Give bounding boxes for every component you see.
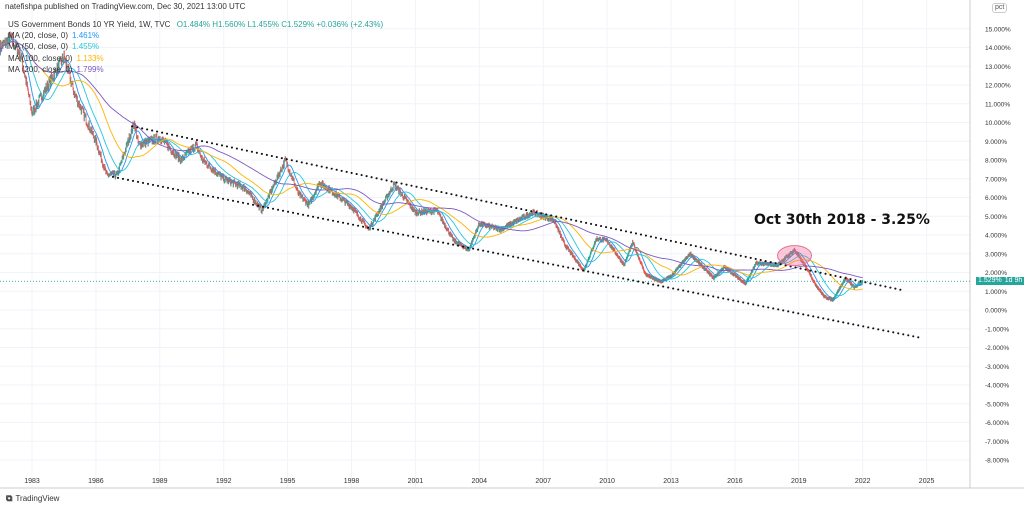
ma-200-value: 1.799% (76, 64, 104, 74)
y-tick-label: -2.000% (985, 345, 1009, 352)
ma-200-label: MA (200, close, 0) (8, 64, 73, 74)
y-tick-label: 11.000% (985, 101, 1010, 108)
trendline-lower (111, 175, 924, 340)
ohlc-low: L1.455% (247, 20, 280, 29)
legend: US Government Bonds 10 YR Yield, 1W, TVC… (8, 20, 383, 75)
ohlc-close: C1.529% (281, 20, 315, 29)
x-tick-label: 2022 (855, 478, 871, 485)
x-tick-label: 1992 (216, 478, 232, 485)
ma-100-line (0, 40, 863, 291)
y-tick-label: 7.000% (985, 176, 1007, 183)
x-tick-label: 2016 (727, 478, 743, 485)
symbol-legend: US Government Bonds 10 YR Yield, 1W, TVC… (8, 19, 383, 30)
ma-50-value: 1.455% (72, 42, 100, 52)
y-tick-label: -8.000% (985, 458, 1009, 465)
y-tick-label: 6.000% (985, 195, 1007, 202)
ma-50-line (0, 40, 863, 297)
tradingview-logo[interactable]: ⧉ TradingView (6, 493, 59, 504)
ma-200-line (0, 40, 863, 279)
ma-20-value: 1.461% (72, 31, 100, 41)
ma-legend-100[interactable]: MA (100, close, 0) 1.133% (8, 53, 383, 64)
x-tick-label: 2019 (791, 478, 807, 485)
x-tick-label: 2004 (472, 478, 488, 485)
x-tick-label: 1998 (344, 478, 360, 485)
y-tick-label: -5.000% (985, 401, 1009, 408)
y-tick-label: -4.000% (985, 383, 1009, 390)
y-tick-label: 14.000% (985, 45, 1011, 52)
ma-legend-50[interactable]: MA (50, close, 0) 1.455% (8, 41, 383, 52)
y-tick-label: 10.000% (985, 120, 1011, 127)
x-tick-label: 2007 (535, 478, 551, 485)
x-tick-label: 2013 (663, 478, 679, 485)
y-tick-label: 13.000% (985, 64, 1011, 71)
tradingview-icon: ⧉ (6, 493, 13, 503)
x-tick-label: 1986 (88, 478, 104, 485)
y-tick-label: -7.000% (985, 439, 1009, 446)
y-tick-label: 0.000% (985, 308, 1007, 315)
published-header: natefishpa published on TradingView.com,… (5, 2, 246, 11)
y-tick-label: 9.000% (985, 139, 1007, 146)
y-tick-label: 8.000% (985, 158, 1007, 165)
y-tick-label: 2.000% (985, 270, 1007, 277)
y-tick-label: -6.000% (985, 420, 1009, 427)
annotation-text: Oct 30th 2018 - 3.25% (754, 212, 930, 228)
ohlc-change: +0.036% (+2.43%) (316, 20, 384, 29)
trendline-upper (131, 125, 905, 292)
x-tick-label: 2025 (919, 478, 935, 485)
x-tick-label: 1995 (280, 478, 296, 485)
ohlc-open: O1.484% (176, 20, 211, 29)
bar-countdown: 1d 9h (1004, 277, 1023, 284)
ma-100-label: MA (100, close, 0) (8, 53, 73, 63)
ma-20-label: MA (20, close, 0) (8, 31, 69, 41)
y-tick-label: 1.000% (985, 289, 1007, 296)
ma-legend-200[interactable]: MA (200, close, 0) 1.799% (8, 64, 383, 75)
y-tick-label: 3.000% (985, 251, 1007, 258)
last-price-label: 1.529% 1d 9h (976, 277, 1024, 285)
axis-unit-label[interactable]: pct (992, 3, 1008, 13)
y-tick-label: -1.000% (985, 326, 1009, 333)
y-tick-label: -3.000% (985, 364, 1009, 371)
ohlc-high: H1.560% (212, 20, 246, 29)
x-tick-label: 1989 (152, 478, 168, 485)
ma-100-value: 1.133% (76, 53, 104, 63)
highlight-ellipse (777, 245, 813, 267)
x-tick-label: 2001 (408, 478, 424, 485)
x-tick-label: 2010 (599, 478, 615, 485)
y-tick-label: 12.000% (985, 83, 1011, 90)
ma-50-label: MA (50, close, 0) (8, 42, 69, 52)
last-price-value: 1.529% (978, 277, 1002, 284)
x-tick-label: 1983 (24, 478, 40, 485)
ma-legend-20[interactable]: MA (20, close, 0) 1.461% (8, 30, 383, 41)
symbol-name: US Government Bonds 10 YR Yield, 1W, TVC (8, 20, 171, 29)
plot-area (0, 0, 970, 488)
y-tick-label: 15.000% (985, 26, 1011, 33)
y-tick-label: 4.000% (985, 233, 1007, 240)
y-tick-label: 5.000% (985, 214, 1007, 221)
tradingview-label: TradingView (15, 494, 60, 503)
